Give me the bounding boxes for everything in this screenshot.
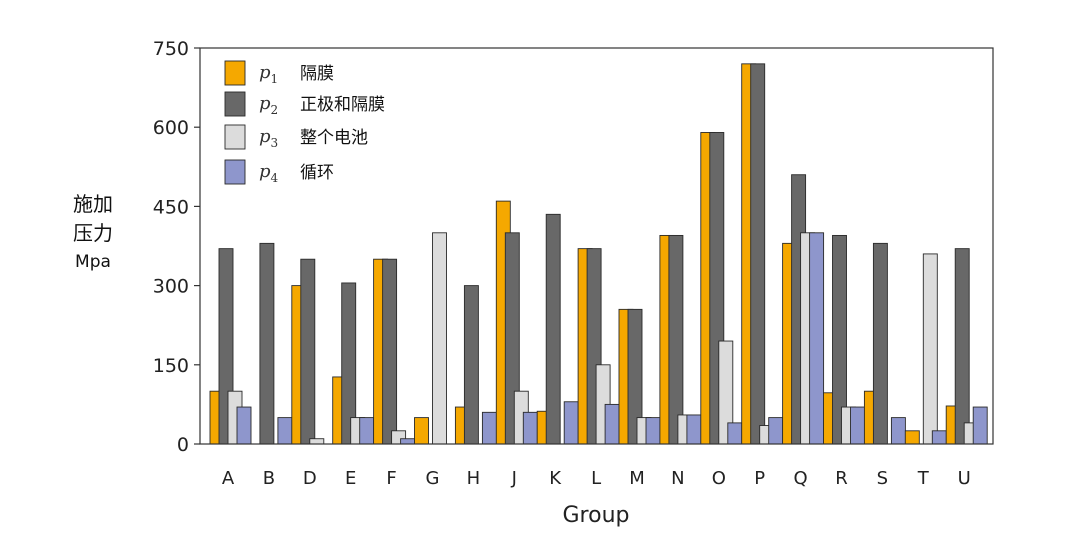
legend-symbol: p2 [259, 93, 278, 117]
y-tick-label: 0 [177, 434, 189, 456]
x-tick-label: E [345, 468, 356, 489]
x-tick-label: S [877, 468, 888, 489]
y-tick-label: 300 [153, 276, 189, 298]
x-tick-label: T [917, 468, 930, 489]
x-tick-label: Q [794, 468, 808, 489]
bar-H-4 [481, 411, 497, 445]
x-tick-label: M [629, 468, 645, 489]
bar-T-3 [922, 253, 938, 445]
bar-U-2 [954, 248, 970, 445]
x-tick-label: G [426, 468, 440, 489]
legend-swatch [224, 60, 246, 86]
bar-L-4 [604, 403, 620, 445]
legend-subscript: 2 [271, 103, 279, 117]
x-axis-title: Group [563, 503, 630, 528]
bar-O-4 [727, 422, 743, 445]
x-tick-label: H [467, 468, 481, 489]
legend-subscript: 4 [271, 171, 279, 185]
legend-subscript: 3 [271, 136, 279, 150]
legend-label: 整个电池 [300, 128, 368, 148]
bar-H-2 [463, 285, 479, 445]
bar-A-4 [236, 406, 252, 445]
x-tick-label: O [712, 468, 726, 489]
bar-P-2 [750, 63, 766, 445]
y-axis-title-line-1: 施加 [73, 192, 113, 216]
x-tick-label: K [549, 468, 562, 489]
bars [209, 63, 988, 445]
bar-N-2 [668, 234, 684, 445]
bar-S-4 [890, 417, 906, 445]
bar-G-1 [414, 417, 429, 445]
x-tick-label: J [511, 468, 517, 489]
x-tick-label: A [222, 468, 235, 489]
bar-T-1 [904, 430, 920, 445]
legend-label: 隔膜 [300, 64, 334, 84]
y-tick-label: 150 [153, 355, 189, 377]
bar-R-4 [850, 406, 865, 445]
legend: p1 隔膜 p2 正极和隔膜 p3 整个电池 p4 循环 [224, 60, 385, 185]
y-tick-label: 600 [153, 117, 189, 139]
legend-symbol: p1 [259, 62, 278, 86]
bar-Q-4 [809, 232, 825, 445]
x-tick-label: F [386, 468, 396, 489]
x-tick-label: U [958, 468, 971, 489]
bar-J-4 [522, 411, 538, 445]
bar-F-4 [400, 438, 416, 445]
bar-T-4 [931, 430, 947, 445]
legend-subscript: 1 [271, 72, 279, 86]
bar-U-4 [972, 406, 988, 445]
bar-E-4 [359, 417, 375, 445]
bar-S-2 [872, 242, 888, 445]
x-tick-label: R [835, 468, 848, 489]
legend-swatch [224, 91, 246, 117]
plot-frame [199, 47, 994, 445]
legend-swatch [224, 124, 246, 150]
bar-B-4 [277, 417, 293, 445]
bar-K-4 [563, 401, 579, 445]
x-tick-label: D [303, 468, 317, 489]
y-tick-label: 750 [153, 38, 189, 60]
x-tick-label: L [591, 468, 601, 489]
x-tick-label: B [263, 468, 275, 489]
y-axis-unit: Mpa [75, 252, 111, 272]
legend-symbol: p3 [259, 126, 278, 150]
legend-swatch [224, 159, 246, 185]
y-axis-ticks: 0 150 300 450 600 750 [153, 38, 200, 456]
y-axis-title: 施加 压力 Mpa [73, 192, 113, 272]
legend-symbol: p4 [259, 161, 279, 185]
bar-M-4 [645, 417, 661, 445]
x-tick-label: P [754, 468, 765, 489]
y-tick-label: 450 [153, 196, 189, 218]
bar-F-2 [382, 258, 398, 445]
legend-label: 循环 [300, 163, 334, 183]
bar-P-4 [768, 417, 784, 445]
bar-K-2 [545, 213, 561, 445]
bar-N-4 [686, 414, 702, 445]
bar-D-3 [309, 438, 325, 445]
legend-label: 正极和隔膜 [300, 95, 385, 115]
bar-G-3 [432, 232, 447, 445]
x-tick-label: N [671, 468, 684, 489]
bar-D-2 [300, 258, 316, 445]
bar-B-2 [259, 242, 275, 445]
y-axis-title-line-2: 压力 [73, 221, 113, 245]
